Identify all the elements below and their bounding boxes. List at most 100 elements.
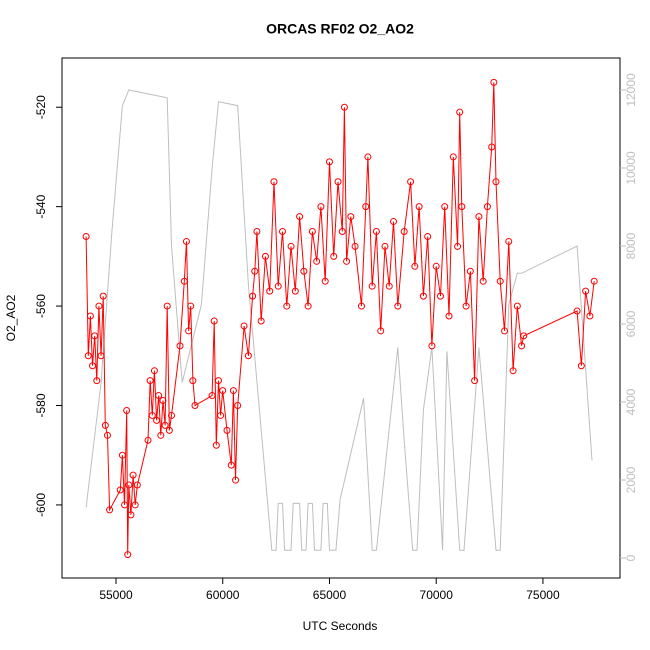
y-tick-label: -560 xyxy=(34,294,48,318)
y2-tick-label: 10000 xyxy=(624,151,638,185)
data-point xyxy=(496,277,504,285)
data-point xyxy=(129,471,137,479)
data-point xyxy=(509,367,517,375)
plot-box xyxy=(61,57,621,579)
data-point xyxy=(492,178,500,186)
x-tick-label: 60000 xyxy=(206,588,240,602)
data-point xyxy=(479,277,487,285)
y2-tick-label: 4000 xyxy=(624,388,638,415)
data-point xyxy=(187,302,195,310)
data-point xyxy=(95,302,103,310)
data-point xyxy=(157,431,165,439)
data-point xyxy=(520,332,528,340)
data-point xyxy=(210,317,218,325)
data-point xyxy=(251,267,259,275)
data-point xyxy=(573,307,581,315)
data-point xyxy=(518,342,526,350)
data-point xyxy=(144,436,152,444)
data-point xyxy=(125,481,133,489)
y-tick-label: -600 xyxy=(34,493,48,517)
data-point xyxy=(240,322,248,330)
data-point xyxy=(364,153,372,161)
data-point xyxy=(131,501,139,509)
data-point xyxy=(362,203,370,211)
data-point xyxy=(176,342,184,350)
data-point xyxy=(462,302,470,310)
data-point xyxy=(103,431,111,439)
data-point xyxy=(116,486,124,494)
data-point xyxy=(182,237,190,245)
data-point xyxy=(488,143,496,151)
data-point xyxy=(385,282,393,290)
data-point xyxy=(340,103,348,111)
data-point xyxy=(93,377,101,385)
data-point xyxy=(313,257,321,265)
data-point xyxy=(466,267,474,275)
data-point xyxy=(368,282,376,290)
data-point xyxy=(351,242,359,250)
data-point xyxy=(483,203,491,211)
x-tick-label: 65000 xyxy=(313,588,347,602)
data-point xyxy=(185,327,193,335)
data-point xyxy=(217,411,225,419)
data-point xyxy=(84,352,92,360)
data-point xyxy=(163,302,171,310)
data-point xyxy=(249,292,257,300)
data-point xyxy=(148,411,156,419)
data-point xyxy=(317,203,325,211)
data-point xyxy=(582,287,590,295)
data-point xyxy=(155,392,163,400)
data-point xyxy=(212,441,220,449)
data-point xyxy=(505,237,513,245)
y-tick-label: -520 xyxy=(34,95,48,119)
data-point xyxy=(436,292,444,300)
data-point xyxy=(296,213,304,221)
data-point xyxy=(89,362,97,370)
data-point xyxy=(394,302,402,310)
y2-tick-label: 8000 xyxy=(624,232,638,259)
data-point xyxy=(219,387,227,395)
x-tick-label: 75000 xyxy=(526,588,560,602)
data-point xyxy=(415,203,423,211)
data-point xyxy=(118,451,126,459)
data-point xyxy=(161,421,169,429)
data-point xyxy=(101,421,109,429)
data-point xyxy=(454,242,462,250)
data-point xyxy=(343,257,351,265)
data-point xyxy=(227,461,235,469)
data-point xyxy=(432,262,440,270)
data-point xyxy=(471,377,479,385)
data-point xyxy=(381,242,389,250)
data-point xyxy=(244,352,252,360)
data-point xyxy=(300,267,308,275)
data-point xyxy=(214,377,222,385)
data-point xyxy=(283,302,291,310)
data-point xyxy=(586,312,594,320)
data-point xyxy=(270,178,278,186)
data-point xyxy=(223,426,231,434)
data-point xyxy=(513,302,521,310)
data-point xyxy=(377,327,385,335)
series-line xyxy=(85,89,593,551)
data-point xyxy=(475,213,483,221)
chart-title: ORCAS RF02 O2_AO2 xyxy=(266,21,414,37)
data-point xyxy=(99,292,107,300)
y2-tick-label: 0 xyxy=(624,554,638,561)
data-point xyxy=(357,302,365,310)
data-point xyxy=(165,426,173,434)
data-point xyxy=(304,302,312,310)
data-point xyxy=(232,476,240,484)
data-point xyxy=(330,252,338,260)
data-point xyxy=(490,78,498,86)
data-point xyxy=(168,411,176,419)
x-axis-label: UTC Seconds xyxy=(303,619,378,633)
y2-tick-label: 12000 xyxy=(624,73,638,107)
data-point xyxy=(150,367,158,375)
data-point xyxy=(291,287,299,295)
data-point xyxy=(577,362,585,370)
y-tick-label: -540 xyxy=(34,194,48,218)
series-line xyxy=(85,82,595,555)
data-point xyxy=(191,401,199,409)
data-point xyxy=(189,377,197,385)
